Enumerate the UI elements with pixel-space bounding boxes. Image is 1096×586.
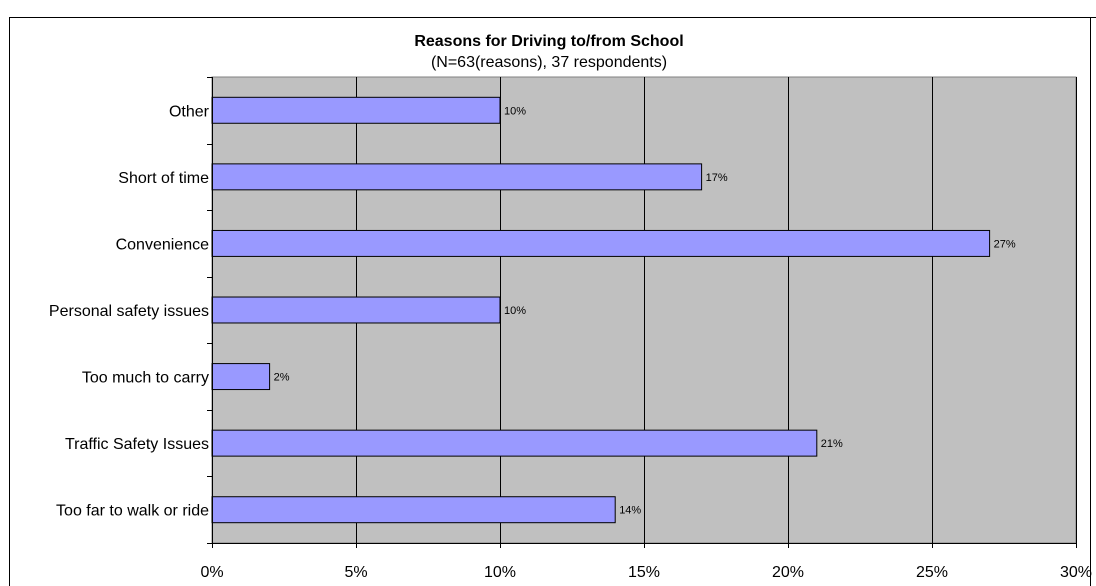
bar-value-label: 17% xyxy=(706,172,728,184)
bar xyxy=(211,296,501,324)
bar xyxy=(211,496,616,524)
category-label: Convenience xyxy=(116,236,210,253)
bar xyxy=(211,229,991,257)
bar-value-label: 2% xyxy=(274,372,290,384)
bar xyxy=(211,96,501,124)
bar-value-label: 14% xyxy=(619,505,641,517)
chart-title: Reasons for Driving to/from School xyxy=(414,33,683,50)
bar xyxy=(211,363,271,391)
category-label: Traffic Safety Issues xyxy=(65,436,209,453)
category-label: Other xyxy=(169,103,210,120)
x-tick-label: 20% xyxy=(772,564,804,581)
bar-value-label: 10% xyxy=(504,105,526,117)
x-tick-label: 0% xyxy=(200,564,223,581)
bar-value-label: 21% xyxy=(821,438,843,450)
x-tick-label: 10% xyxy=(484,564,516,581)
bar xyxy=(211,429,818,457)
category-label: Too much to carry xyxy=(82,370,209,387)
x-tick-label: 25% xyxy=(916,564,948,581)
category-labels: Other Short of time Convenience Personal sa… xyxy=(49,103,210,519)
bar xyxy=(211,163,703,191)
value-labels: 10% 17% 27% 10% 2% 21% 14% xyxy=(274,105,1016,516)
bar-value-label: 10% xyxy=(504,305,526,317)
category-label: Personal safety issues xyxy=(49,303,209,320)
tick-labels: 0% 5% 10% 15% 20% 25% 30% xyxy=(200,564,1092,581)
x-tick-label: 15% xyxy=(628,564,660,581)
category-label: Short of time xyxy=(118,170,209,187)
axes xyxy=(207,77,1077,548)
x-tick-label: 30% xyxy=(1060,564,1092,581)
category-label: Too far to walk or ride xyxy=(56,503,209,520)
bars xyxy=(211,96,991,524)
chart-subtitle: (N=63(reasons), 37 respondents) xyxy=(431,54,667,71)
x-tick-label: 5% xyxy=(344,564,367,581)
bar-value-label: 27% xyxy=(994,238,1016,250)
